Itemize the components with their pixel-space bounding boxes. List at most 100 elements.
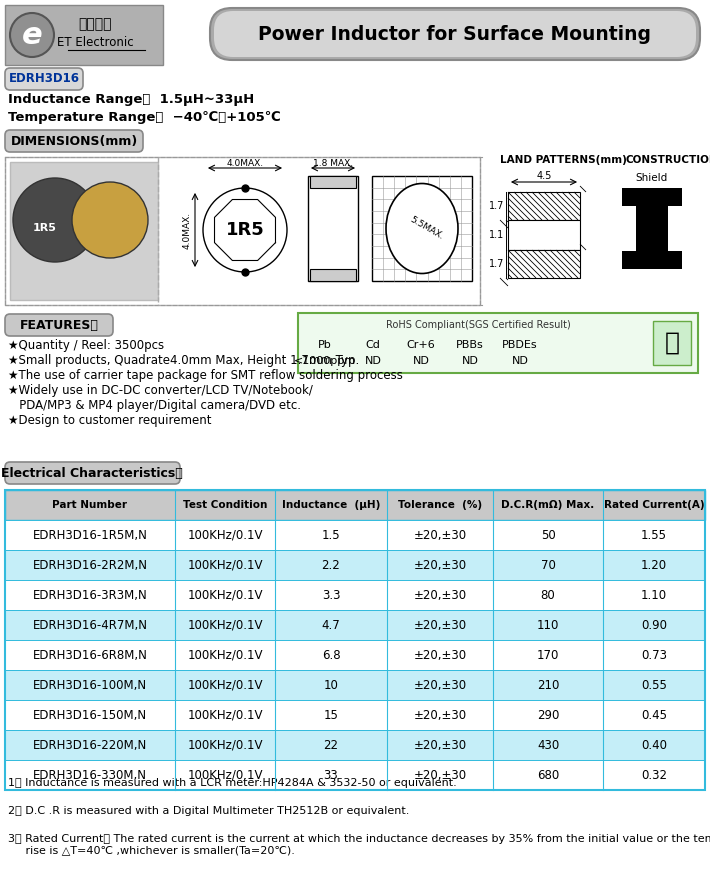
Text: ★Widely use in DC-DC converter/LCD TV/Notebook/: ★Widely use in DC-DC converter/LCD TV/No…: [8, 384, 313, 397]
Bar: [622, 251, 682, 269]
Text: Temperature Range：  −40℃～+105℃: Temperature Range： −40℃～+105℃: [8, 112, 280, 125]
Text: EDRH3D16-330M,N: EDRH3D16-330M,N: [33, 768, 147, 781]
Text: 0.32: 0.32: [641, 768, 667, 781]
Text: ET Electronic: ET Electronic: [57, 36, 133, 49]
Circle shape: [203, 188, 287, 272]
Text: Power Inductor for Surface Mounting: Power Inductor for Surface Mounting: [258, 24, 652, 44]
Text: 6.8: 6.8: [322, 649, 340, 662]
Circle shape: [72, 182, 148, 258]
Text: 100KHz/0.1V: 100KHz/0.1V: [187, 649, 263, 662]
Text: 1.55: 1.55: [641, 528, 667, 542]
Text: Rated Current(A): Rated Current(A): [604, 500, 704, 510]
Bar: [508, 192, 580, 220]
Bar: [636, 206, 668, 251]
Text: 0.45: 0.45: [641, 708, 667, 721]
Text: 1、 Inductance is measured with a LCR meter:HP4284A & 3532-50 or equivalent.: 1、 Inductance is measured with a LCR met…: [8, 778, 457, 788]
Bar: [5, 490, 705, 520]
Text: Inductance Range：  1.5μH~33μH: Inductance Range： 1.5μH~33μH: [8, 93, 254, 106]
Text: ±20,±30: ±20,±30: [413, 618, 466, 631]
Text: RoHS Compliant(SGS Certified Result): RoHS Compliant(SGS Certified Result): [386, 320, 570, 330]
Text: 10: 10: [324, 678, 339, 691]
Text: PBDEs: PBDEs: [502, 340, 537, 350]
Text: 0.55: 0.55: [641, 678, 667, 691]
FancyBboxPatch shape: [214, 11, 696, 57]
Text: Tolerance  (%): Tolerance (%): [398, 500, 482, 510]
Text: ±20,±30: ±20,±30: [413, 649, 466, 662]
Text: Cr+6: Cr+6: [407, 340, 435, 350]
Bar: [372, 176, 472, 281]
Text: 0.40: 0.40: [641, 739, 667, 752]
FancyBboxPatch shape: [5, 68, 83, 90]
Text: 100KHz/0.1V: 100KHz/0.1V: [187, 768, 263, 781]
Text: 170: 170: [537, 649, 559, 662]
Text: 3.3: 3.3: [322, 589, 340, 602]
Bar: [5, 670, 705, 700]
Text: 100KHz/0.1V: 100KHz/0.1V: [187, 708, 263, 721]
Text: 15: 15: [324, 708, 339, 721]
Text: EDRH3D16-3R3M,N: EDRH3D16-3R3M,N: [33, 589, 148, 602]
Text: Part Number: Part Number: [53, 500, 128, 510]
Text: Cd: Cd: [366, 340, 381, 350]
Bar: [5, 157, 480, 305]
Text: 1.7: 1.7: [488, 201, 504, 211]
Bar: [622, 188, 682, 206]
Text: ±20,±30: ±20,±30: [413, 739, 466, 752]
Text: 80: 80: [540, 589, 555, 602]
FancyBboxPatch shape: [5, 130, 143, 152]
Text: ±20,±30: ±20,±30: [413, 678, 466, 691]
Text: 颐特电子: 颐特电子: [78, 17, 111, 31]
Text: 4.5: 4.5: [536, 171, 552, 181]
Text: ★Small products, Quadrate4.0mm Max, Height 1.7mm Typ.: ★Small products, Quadrate4.0mm Max, Heig…: [8, 353, 359, 366]
Text: 1.1: 1.1: [488, 230, 504, 240]
Text: 1.5: 1.5: [322, 528, 340, 542]
Text: 100KHz/0.1V: 100KHz/0.1V: [187, 558, 263, 571]
Text: 1.20: 1.20: [641, 558, 667, 571]
Text: EDRH3D16-6R8M,N: EDRH3D16-6R8M,N: [33, 649, 148, 662]
Text: 100KHz/0.1V: 100KHz/0.1V: [187, 589, 263, 602]
Text: 🌿: 🌿: [665, 331, 679, 355]
Text: ±20,±30: ±20,±30: [413, 528, 466, 542]
Text: 100KHz/0.1V: 100KHz/0.1V: [187, 528, 263, 542]
Text: 4.0MAX.: 4.0MAX.: [182, 211, 192, 249]
Text: Test Condition: Test Condition: [182, 500, 267, 510]
Bar: [5, 5, 163, 65]
Text: 1R5: 1R5: [226, 221, 264, 239]
Text: e: e: [22, 21, 43, 50]
Text: 1.7: 1.7: [488, 259, 504, 269]
Bar: [5, 520, 705, 550]
Bar: [5, 610, 705, 640]
Bar: [310, 269, 356, 281]
Text: 290: 290: [537, 708, 559, 721]
Text: 22: 22: [324, 739, 339, 752]
Bar: [653, 321, 691, 365]
Text: Pb: Pb: [318, 340, 332, 350]
Text: ★Design to customer requirement: ★Design to customer requirement: [8, 413, 212, 426]
Text: 4.7: 4.7: [322, 618, 340, 631]
Bar: [10, 162, 158, 300]
Text: 210: 210: [537, 678, 559, 691]
Text: 100KHz/0.1V: 100KHz/0.1V: [187, 678, 263, 691]
Text: ±20,±30: ±20,±30: [413, 708, 466, 721]
Bar: [5, 640, 705, 670]
Text: 1R5: 1R5: [33, 223, 57, 233]
Text: ±20,±30: ±20,±30: [413, 558, 466, 571]
Text: EDRH3D16: EDRH3D16: [9, 72, 80, 85]
Text: EDRH3D16-2R2M,N: EDRH3D16-2R2M,N: [33, 558, 148, 571]
Text: 3、 Rated Current： The rated current is the current at which the inductance decre: 3、 Rated Current： The rated current is t…: [8, 834, 710, 855]
Ellipse shape: [386, 183, 458, 274]
Text: 50: 50: [540, 528, 555, 542]
Text: CONSTRUCTION: CONSTRUCTION: [626, 155, 710, 165]
Text: 1.10: 1.10: [641, 589, 667, 602]
Text: LAND PATTERNS(mm): LAND PATTERNS(mm): [500, 155, 627, 165]
Text: ND: ND: [364, 356, 381, 366]
Text: 5.5MAX.: 5.5MAX.: [409, 215, 445, 242]
Text: <1000ppm: <1000ppm: [294, 356, 356, 366]
Text: EDRH3D16-100M,N: EDRH3D16-100M,N: [33, 678, 147, 691]
Text: ★Quantity / Reel: 3500pcs: ★Quantity / Reel: 3500pcs: [8, 338, 164, 351]
Text: EDRH3D16-4R7M,N: EDRH3D16-4R7M,N: [33, 618, 148, 631]
Text: DIMENSIONS(mm): DIMENSIONS(mm): [11, 134, 138, 147]
Bar: [508, 220, 580, 250]
Circle shape: [13, 178, 97, 262]
Text: PBBs: PBBs: [456, 340, 484, 350]
Text: 100KHz/0.1V: 100KHz/0.1V: [187, 618, 263, 631]
